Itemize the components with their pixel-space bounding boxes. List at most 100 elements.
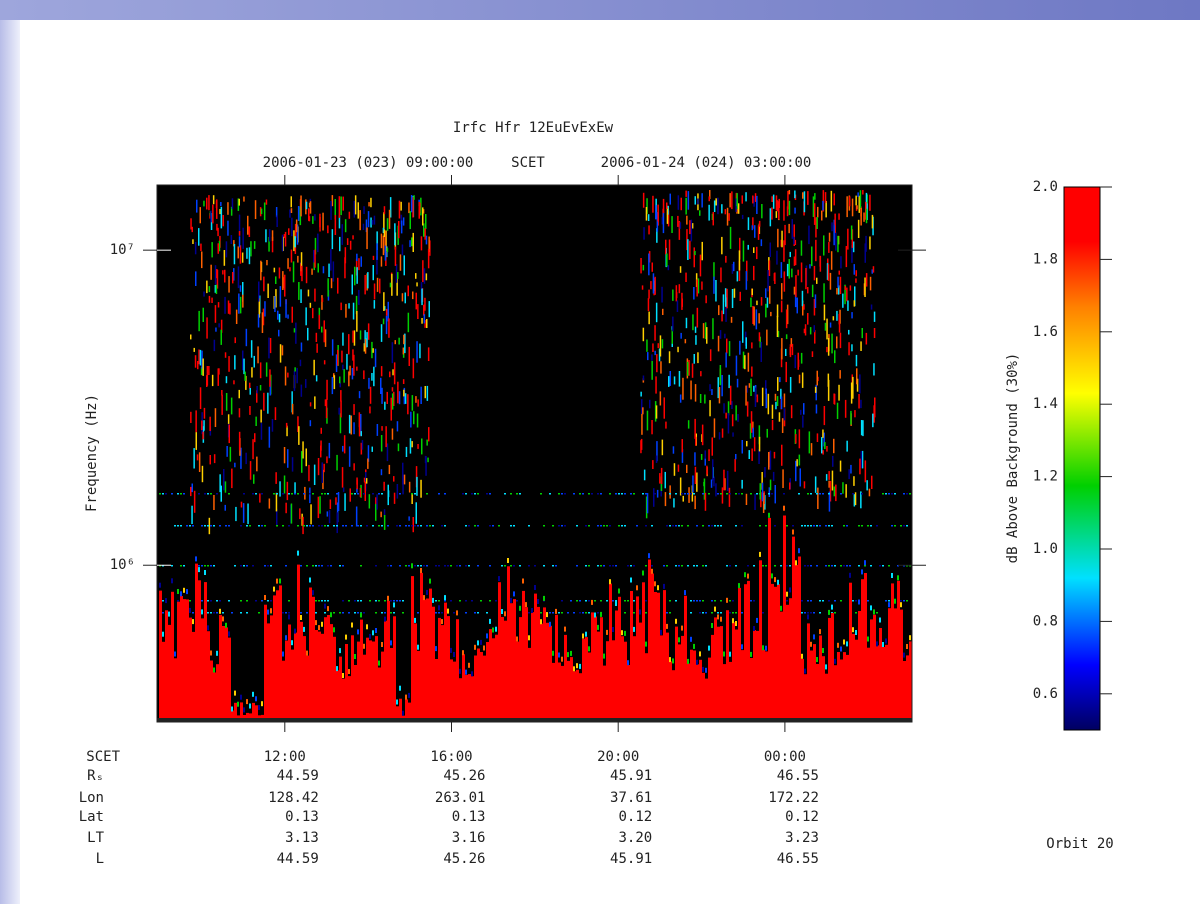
spectrogram-band [459, 565, 461, 567]
spectrogram-band [870, 525, 872, 527]
spectrogram-band [645, 493, 647, 495]
spectrogram-edge [309, 577, 311, 583]
spectrogram-streak [862, 420, 864, 437]
spectrogram-streak [801, 290, 804, 307]
spectrogram-streak [346, 353, 348, 370]
spectrogram-low [864, 573, 867, 718]
spectrogram-streak [383, 509, 386, 516]
spectrogram-streak [667, 210, 670, 227]
spectrogram-streak [404, 333, 406, 354]
spectrogram-streak [415, 273, 417, 279]
spectrogram-edge [318, 625, 320, 631]
spectrogram-streak [320, 440, 322, 451]
spectrogram-streak [692, 314, 694, 331]
spectrogram-streak [718, 305, 720, 316]
spectrogram-streak [797, 359, 800, 367]
spectrogram-band [447, 565, 449, 567]
spectrogram-streak [262, 308, 265, 326]
spectrogram-streak [199, 207, 201, 224]
spectrogram-band [387, 565, 389, 567]
spectrogram-streak [371, 341, 373, 359]
spectrogram-low [540, 623, 543, 718]
spectrogram-streak [338, 196, 341, 218]
spectrogram-edge [798, 548, 800, 554]
spectrogram-low [402, 715, 405, 718]
spectrogram-band [282, 493, 284, 495]
spectrogram-streak [403, 255, 405, 276]
spectrogram-streak [199, 387, 202, 409]
spectrogram-streak [202, 431, 204, 440]
spectrogram-edge [378, 660, 380, 666]
spectrogram-streak [335, 354, 338, 372]
spectrogram-band [885, 493, 887, 495]
spectrogram-streak [648, 289, 650, 299]
spectrogram-band [699, 612, 701, 614]
spectrogram-streak [344, 493, 346, 511]
spectrogram-streak [669, 371, 671, 386]
spectrogram-streak [348, 211, 351, 219]
spectrogram-band [807, 600, 809, 602]
spectrogram-streak [864, 243, 866, 263]
spectrogram-band [561, 525, 563, 527]
spectrogram-band [276, 493, 278, 495]
spectrogram-band [516, 493, 518, 495]
spectrogram-low [258, 715, 261, 718]
spectrogram-edge [333, 627, 335, 633]
spectrogram-streak [873, 311, 876, 322]
spectrogram-streak [752, 427, 754, 438]
spectrogram-streak [292, 261, 295, 283]
spectrogram-edge [543, 595, 545, 601]
spectrogram-low [561, 665, 564, 718]
spectrogram-edge [459, 668, 461, 674]
spectrogram-edge [657, 585, 659, 591]
spectrogram-edge [705, 667, 707, 673]
spectrogram-band [435, 600, 437, 602]
spectrogram-low [879, 628, 882, 718]
spectrogram-band [414, 525, 416, 527]
spectrogram-streak [371, 373, 373, 381]
spectrogram-streak [291, 391, 293, 413]
spectrogram-streak [712, 212, 714, 226]
spectrogram-edge [489, 618, 491, 624]
spectrogram-streak [671, 216, 673, 233]
spectrogram-band [345, 525, 347, 527]
spectrogram-band [177, 600, 179, 602]
spectrogram-band [579, 600, 581, 602]
spectrogram-streak [694, 196, 696, 205]
spectrogram-low [768, 517, 771, 718]
spectrogram-band [720, 525, 722, 527]
spectrogram-streak [793, 224, 795, 246]
spectrogram-streak [198, 349, 200, 365]
spectrogram-streak [791, 219, 793, 239]
spectrogram-streak [286, 425, 288, 437]
spectrogram-band [369, 600, 371, 602]
spectrogram-band [399, 525, 401, 527]
spectrogram-streak [271, 419, 274, 432]
spectrogram-band [354, 612, 356, 614]
spectrogram-edge [903, 652, 905, 658]
spectrogram-low [417, 650, 420, 718]
spectrogram-low [882, 647, 885, 718]
spectrogram-streak [673, 376, 676, 385]
spectrogram-streak [850, 410, 852, 425]
ephemeris-value: 45.26 [443, 851, 485, 867]
spectrogram-low [165, 610, 168, 718]
spectrogram-streak [794, 292, 797, 308]
spectrogram-band [702, 612, 704, 614]
ephemeris-value: 0.12 [618, 809, 652, 825]
spectrogram-streak [646, 410, 649, 431]
spectrogram-edge [270, 608, 272, 614]
spectrogram-low [576, 669, 579, 718]
spectrogram-band [627, 565, 629, 567]
spectrogram-streak [643, 227, 645, 240]
spectrogram-edge [732, 618, 734, 624]
spectrogram-streak [333, 375, 336, 390]
spectrogram-streak [780, 388, 782, 399]
spectrogram-band [729, 565, 731, 567]
spectrogram-streak [661, 286, 663, 303]
spectrogram-streak [796, 297, 798, 314]
spectrogram-streak [871, 475, 873, 489]
spectrogram-edge [867, 636, 869, 642]
spectrogram-band [828, 525, 830, 527]
spectrogram-streak [757, 225, 760, 240]
